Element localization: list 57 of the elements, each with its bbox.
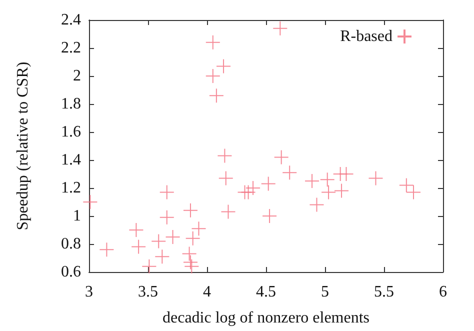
y-tick-label: 1.6 (61, 124, 81, 140)
point (304, 174, 320, 188)
x-tick-label: 5.5 (374, 284, 394, 300)
point (262, 208, 278, 224)
y-tick-label: 1.8 (61, 96, 81, 112)
point (320, 172, 335, 188)
point (218, 170, 234, 186)
x-tick-label: 3.5 (138, 284, 158, 300)
y-tick-label: 0.8 (61, 236, 81, 252)
point (205, 34, 220, 50)
point (368, 170, 384, 186)
y-tick-label: 2.4 (61, 12, 81, 28)
y-tick-label: 1.4 (61, 152, 81, 168)
point (151, 234, 166, 249)
point (274, 150, 289, 165)
point (131, 239, 146, 254)
point (191, 221, 206, 236)
x-tick-label: 4 (203, 284, 211, 300)
point (321, 184, 336, 200)
point (182, 246, 197, 262)
y-tick-label: 2.2 (61, 40, 81, 56)
point (260, 176, 276, 192)
x-axis-title: decadic log of nonzero elements (162, 310, 370, 326)
point (216, 58, 232, 74)
y-tick-label: 1 (73, 208, 81, 224)
point (99, 242, 114, 258)
point (208, 88, 224, 104)
x-tick-label: 6 (439, 284, 447, 300)
y-tick-label: 2 (73, 68, 81, 84)
point (205, 68, 220, 84)
point (159, 184, 174, 200)
point (217, 148, 232, 164)
point (128, 222, 144, 238)
point (338, 166, 354, 182)
point (246, 180, 261, 196)
point (182, 254, 198, 270)
point (82, 194, 98, 210)
point (142, 258, 157, 274)
point (159, 210, 174, 225)
point (184, 258, 200, 274)
y-axis-title: Speedup (relative to CSR) (14, 62, 32, 230)
legend-label: R-based (340, 28, 392, 45)
point (240, 184, 256, 200)
x-tick-label: 5 (321, 284, 329, 300)
y-tick-label: 1.2 (61, 180, 81, 196)
point (334, 183, 350, 198)
point (165, 230, 180, 244)
point (154, 249, 170, 264)
x-tick-label: 4.5 (256, 284, 276, 300)
y-tick-label: 0.6 (61, 264, 81, 280)
point (185, 230, 200, 246)
point (220, 204, 236, 220)
point (182, 202, 198, 218)
point (282, 165, 298, 180)
point (309, 197, 324, 212)
point (272, 20, 288, 36)
x-tick-label: 3 (85, 284, 93, 300)
